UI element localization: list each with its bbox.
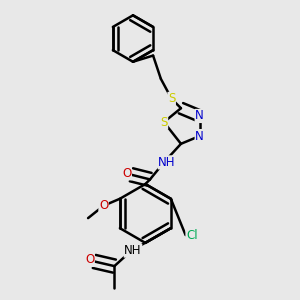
Text: N: N bbox=[195, 130, 204, 142]
Text: S: S bbox=[168, 92, 176, 105]
Text: O: O bbox=[99, 199, 108, 212]
Text: Cl: Cl bbox=[186, 229, 198, 242]
Text: NH: NH bbox=[158, 156, 176, 169]
Text: O: O bbox=[85, 254, 94, 266]
Text: O: O bbox=[122, 167, 131, 180]
Text: N: N bbox=[195, 110, 204, 122]
Text: NH: NH bbox=[124, 244, 142, 257]
Text: S: S bbox=[160, 116, 168, 129]
